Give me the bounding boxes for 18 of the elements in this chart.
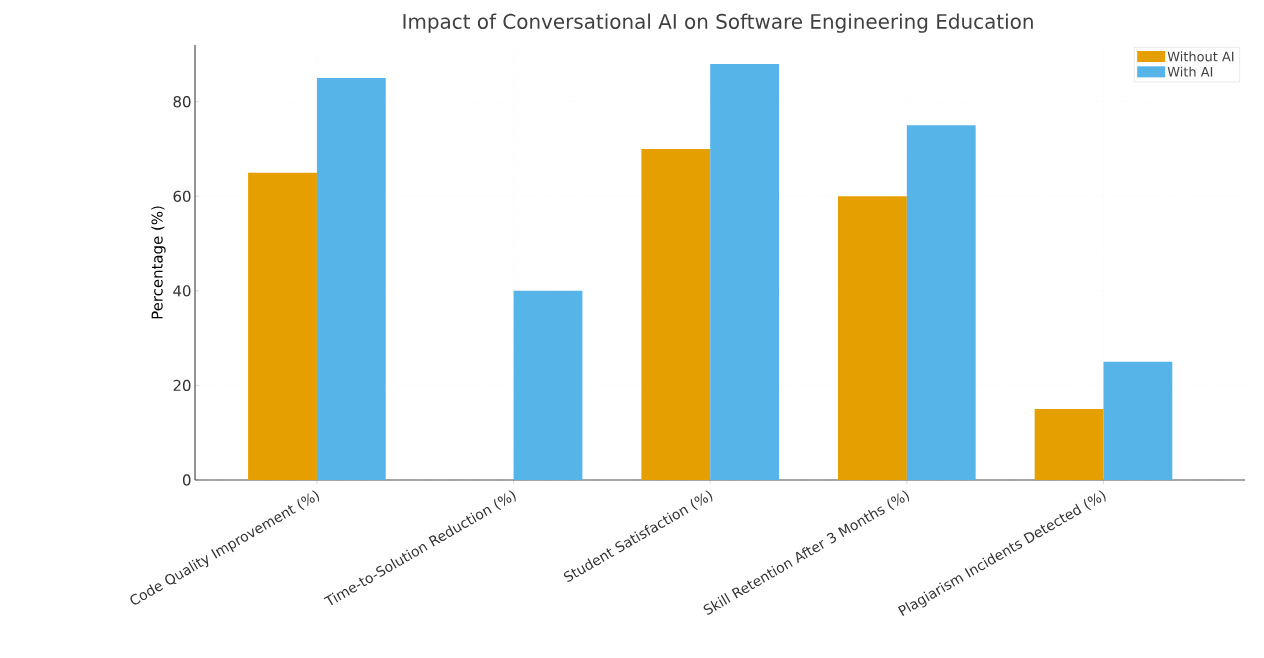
- y-tick-label: 60: [173, 190, 191, 202]
- bar: [248, 172, 317, 480]
- y-tick-label: 0: [182, 474, 191, 486]
- bar: [641, 149, 711, 480]
- bar: [906, 125, 976, 480]
- y-axis-title: Percentage (%): [151, 206, 166, 319]
- y-tick-label: 80: [173, 96, 191, 108]
- chart-title: Impact of Conversational AI on Software Engineering Education: [403, 13, 1033, 33]
- legend-label: With AI: [1167, 66, 1213, 77]
- bar: [838, 196, 907, 480]
- bar: [513, 290, 583, 480]
- y-tick-label: 20: [173, 379, 191, 392]
- legend-label: Without AI: [1167, 51, 1234, 62]
- bar: [1034, 409, 1104, 480]
- bar: [1103, 361, 1173, 480]
- bar: [316, 78, 386, 480]
- bar: [710, 63, 780, 480]
- y-tick-label: 40: [173, 285, 191, 297]
